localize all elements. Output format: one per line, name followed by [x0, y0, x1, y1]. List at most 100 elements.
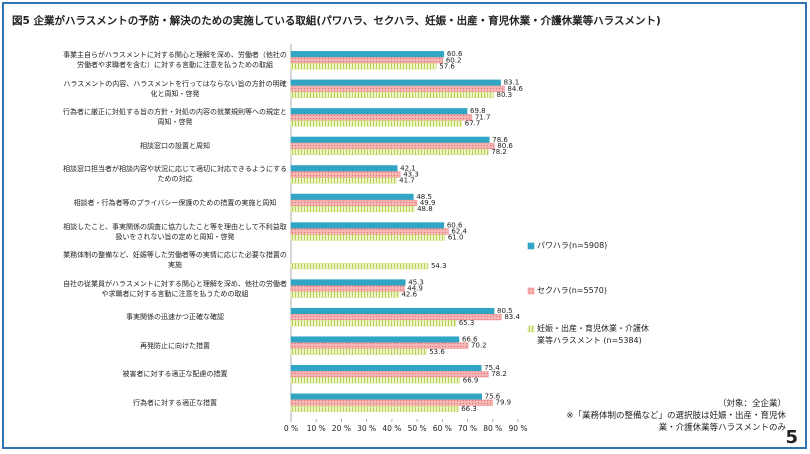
- bar: [290, 336, 460, 343]
- bar: [290, 393, 482, 400]
- x-tick-label: 60 %: [433, 424, 452, 433]
- legend-swatch: [527, 325, 535, 333]
- note: （対象：全企業）: [717, 399, 786, 409]
- value-label: 60.2: [446, 56, 462, 64]
- value-label: 49.9: [420, 199, 436, 207]
- value-label: 83.1: [504, 79, 520, 87]
- value-label: 42.6: [401, 291, 417, 299]
- bar: [290, 228, 449, 235]
- x-tick-label: 90 %: [508, 424, 527, 433]
- x-tick-label: 10 %: [307, 424, 326, 433]
- bar: [290, 314, 502, 321]
- legend-swatch: [527, 242, 535, 250]
- value-label: 54.3: [431, 262, 447, 270]
- bar: [290, 371, 489, 378]
- bar: [290, 108, 468, 115]
- value-label: 79.9: [496, 399, 512, 407]
- bar: [290, 171, 401, 178]
- page-number: 5: [785, 427, 798, 448]
- category-label: 自社の従業員がハラスメントに対する関心と理解を深め、他社の労働者や求職者に対する…: [63, 279, 287, 298]
- legend-swatch: [527, 287, 535, 295]
- category-label: 業務体制の整備など、妊娠等した労働者等の実情に応じた必要な措置の実施: [63, 251, 287, 270]
- value-label: 66.3: [461, 405, 477, 413]
- x-tick-label: 40 %: [382, 424, 401, 433]
- category-label: 被害者に対する適正な配慮の措置: [122, 370, 228, 379]
- value-label: 43.3: [403, 170, 419, 178]
- value-label: 69.8: [470, 107, 486, 115]
- bar: [290, 205, 415, 213]
- value-label: 80.6: [497, 142, 513, 150]
- value-label: 62.4: [451, 228, 467, 236]
- chart-title: 図5 企業がハラスメントの予防・解決のための実施している取組(パワハラ、セクハラ…: [12, 14, 661, 27]
- frame: [2, 2, 807, 449]
- x-tick-label: 80 %: [483, 424, 502, 433]
- x-tick-label: 50 %: [408, 424, 427, 433]
- value-label: 60.6: [447, 50, 463, 58]
- legend-label: パワハラ(n=5908): [537, 241, 608, 250]
- value-label: 48.8: [417, 205, 433, 213]
- value-label: 48.5: [416, 193, 432, 201]
- value-label: 61.0: [448, 234, 464, 242]
- bar: [290, 342, 469, 349]
- bar: [290, 57, 444, 64]
- bar: [290, 114, 473, 121]
- value-label: 67.7: [465, 119, 481, 127]
- category-label: 相談したこと、事実関係の調査に協力したこと等を理由として不利益取扱いをされない旨…: [63, 222, 287, 241]
- category-label: 相談窓口担当者が相談内容や状況に応じて適切に対応できるようにするための対応: [63, 165, 287, 184]
- bar: [290, 279, 406, 286]
- bar: [290, 165, 398, 172]
- bar: [290, 263, 429, 270]
- category-label: 再発防止に向けた措置: [140, 341, 210, 350]
- x-tick-label: 20 %: [332, 424, 351, 433]
- bar: [290, 85, 505, 92]
- bar: [290, 91, 494, 99]
- bar: [290, 193, 414, 200]
- category-label: 事実関係の迅速かつ正確な確認: [126, 313, 224, 322]
- value-label: 78.6: [492, 136, 508, 144]
- value-label: 66.6: [462, 336, 478, 344]
- value-label: 78.2: [491, 370, 507, 378]
- bar: [290, 120, 463, 127]
- bar: [290, 291, 399, 298]
- category-label: 相談者・行為者等のプライバシー保護のための措置の実施と周知: [73, 198, 277, 207]
- category-label: 事業主自らがハラスメントに対する関心と理解を深め、労働者（他社の労働者や求職者を…: [63, 51, 287, 70]
- category-label: ハラスメントの内容、ハラスメントを行ってはならない旨の方針の明確化と周知・啓発: [63, 79, 287, 98]
- bar: [290, 148, 489, 156]
- bar: [290, 79, 501, 86]
- bar: [290, 364, 482, 372]
- value-label: 71.7: [475, 113, 491, 121]
- bar: [290, 377, 461, 384]
- note: ※「業務体制の整備など」の選択肢は妊娠・出産・育児休業・介護休業等ハラスメントの…: [566, 411, 786, 433]
- bar: [290, 136, 490, 143]
- value-label: 66.9: [463, 376, 479, 384]
- value-label: 53.6: [429, 348, 445, 356]
- value-label: 84.6: [507, 85, 523, 93]
- value-label: 83.4: [504, 313, 520, 321]
- bar: [290, 307, 495, 315]
- bar: [290, 234, 446, 241]
- value-label: 41.7: [399, 177, 415, 185]
- x-tick-label: 0 %: [284, 424, 298, 433]
- value-label: 57.6: [439, 62, 455, 70]
- x-tick-label: 70 %: [458, 424, 477, 433]
- bar: [290, 51, 445, 58]
- bar: [290, 348, 427, 355]
- bar: [290, 199, 418, 207]
- bar: [290, 285, 405, 292]
- value-label: 75.4: [484, 364, 500, 372]
- bar: [290, 405, 459, 412]
- bar: [290, 222, 445, 229]
- value-label: 65.3: [459, 319, 475, 327]
- bar: [290, 142, 495, 149]
- value-label: 78.2: [491, 148, 507, 156]
- value-label: 80.5: [497, 307, 513, 315]
- category-label: 相談窓口の設置と周知: [140, 141, 210, 150]
- bar: [290, 177, 397, 184]
- value-label: 42.1: [400, 164, 416, 172]
- value-label: 45.3: [408, 278, 424, 286]
- bar: [290, 63, 437, 70]
- bar: [290, 320, 457, 327]
- value-label: 60.6: [447, 221, 463, 229]
